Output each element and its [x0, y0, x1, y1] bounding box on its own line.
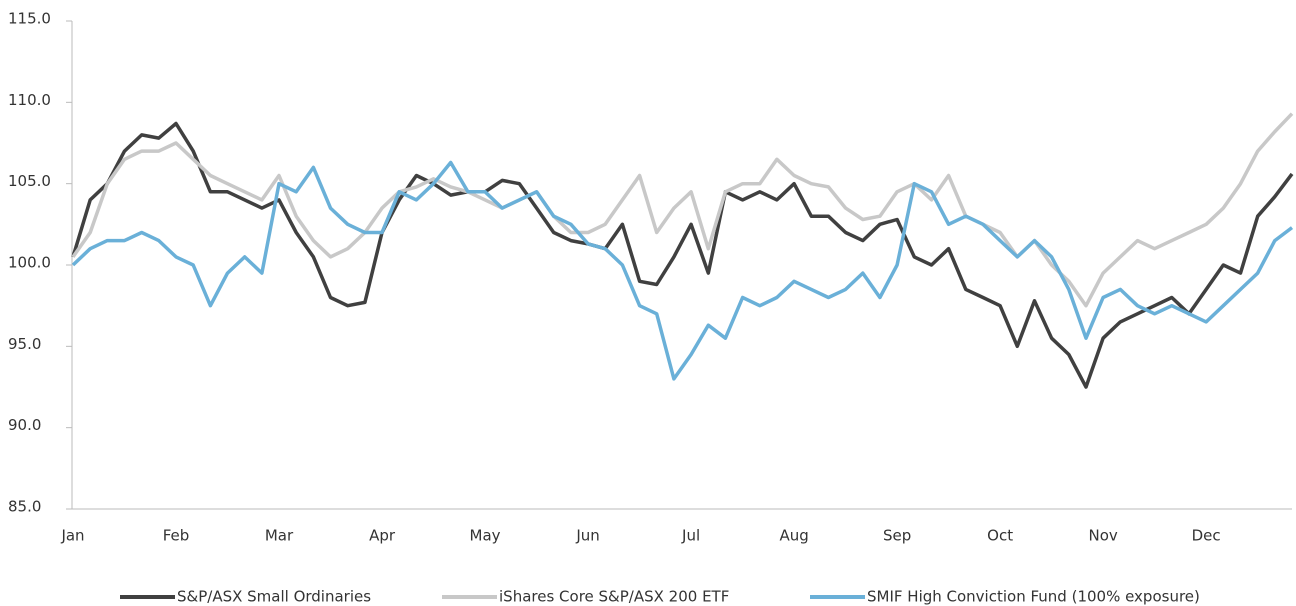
- series-line: [71, 160, 1294, 381]
- y-tick-label: 105.0: [8, 172, 51, 190]
- y-tick-label: 85.0: [8, 498, 41, 516]
- x-tick-label: Apr: [369, 527, 396, 545]
- x-tick-label: May: [470, 527, 501, 545]
- legend-label: SMIF High Conviction Fund (100% exposure…: [867, 588, 1200, 606]
- legend-label: iShares Core S&P/ASX 200 ETF: [499, 588, 729, 606]
- x-tick-label: Oct: [987, 527, 1013, 545]
- x-tick-label: Aug: [779, 527, 808, 545]
- y-tick-label: 110.0: [8, 91, 51, 109]
- x-tick-label: Jan: [60, 527, 84, 545]
- series-line: [71, 121, 1294, 389]
- y-tick-label: 90.0: [8, 416, 41, 434]
- y-tick-label: 100.0: [8, 254, 51, 272]
- x-tick-label: Jun: [575, 527, 599, 545]
- x-tick-label: Feb: [163, 527, 190, 545]
- legend-label: S&P/ASX Small Ordinaries: [177, 588, 371, 606]
- x-tick-label: Dec: [1192, 527, 1221, 545]
- y-tick-label: 115.0: [8, 10, 51, 28]
- x-tick-label: Jul: [681, 527, 700, 545]
- x-tick-label: Mar: [265, 527, 294, 545]
- x-tick-label: Sep: [883, 527, 911, 545]
- series-line: [71, 112, 1294, 308]
- y-tick-label: 95.0: [8, 335, 41, 353]
- x-tick-label: Nov: [1089, 527, 1118, 545]
